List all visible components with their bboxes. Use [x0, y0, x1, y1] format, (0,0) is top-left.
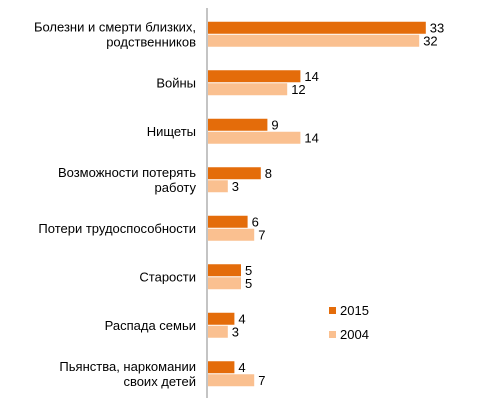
category-label-line: Пьянства, наркомании	[59, 359, 196, 374]
legend-label-2004: 2004	[340, 327, 369, 342]
bar-2004	[208, 131, 301, 144]
category-label: Потери трудоспособности	[38, 221, 196, 236]
category-label-line: Нищеты	[147, 124, 196, 139]
value-label-2015: 5	[245, 263, 252, 278]
value-label-2015: 14	[304, 69, 318, 84]
bar-2015	[208, 118, 268, 131]
category-label-line: Болезни и смерти близких,	[34, 19, 196, 34]
category-label-line: Распада семьи	[105, 318, 196, 333]
category-label-line: Возможности потерять	[58, 165, 196, 180]
category-label-line: Потери трудоспособности	[38, 221, 196, 236]
bars	[208, 21, 426, 387]
bar-2004	[208, 83, 288, 96]
bar-2015	[208, 361, 235, 374]
legend-swatch-2015	[329, 307, 336, 314]
value-label-2004: 3	[232, 179, 239, 194]
bar-2004	[208, 277, 241, 290]
category-label-line: Старости	[139, 269, 196, 284]
value-label-2004: 32	[423, 33, 437, 48]
value-label-2004: 7	[258, 373, 265, 388]
value-label-2015: 4	[238, 360, 245, 375]
bar-2015	[208, 264, 241, 277]
value-label-2004: 5	[245, 276, 252, 291]
category-label-line: своих детей	[123, 374, 196, 389]
bar-2004	[208, 325, 228, 338]
value-label-2004: 14	[304, 130, 318, 145]
category-label-line: родственников	[106, 34, 196, 49]
bar-2015	[208, 167, 261, 180]
bar-2004	[208, 34, 420, 47]
value-label-2004: 12	[291, 82, 305, 97]
category-label: Нищеты	[147, 124, 196, 139]
category-label-line: Войны	[156, 75, 196, 90]
category-label: Старости	[139, 269, 196, 284]
category-label: Войны	[156, 75, 196, 90]
legend: 2015 2004	[329, 303, 369, 342]
value-label-2015: 9	[271, 117, 278, 132]
bar-2015	[208, 70, 301, 83]
legend-label-2015: 2015	[340, 303, 369, 318]
value-label-2015: 4	[238, 311, 245, 326]
bar-2015	[208, 21, 426, 34]
category-label: Возможности потерять работу	[58, 165, 197, 195]
bar-2015	[208, 312, 235, 325]
category-labels: Болезни и смерти близких, родственников Во…	[34, 19, 197, 389]
value-label-2015: 8	[265, 166, 272, 181]
value-label-2015: 33	[430, 20, 444, 35]
value-label-2004: 7	[258, 227, 265, 242]
bar-2004	[208, 228, 255, 241]
legend-swatch-2004	[329, 331, 336, 338]
bar-2004	[208, 180, 228, 193]
category-label: Пьянства, наркомании своих детей	[59, 359, 196, 389]
category-label: Болезни и смерти близких, родственников	[34, 19, 196, 49]
value-label-2004: 3	[232, 324, 239, 339]
bar-2015	[208, 215, 248, 228]
bar-2004	[208, 374, 255, 387]
value-label-2015: 6	[252, 214, 259, 229]
category-label-line: работу	[155, 180, 197, 195]
category-label: Распада семьи	[105, 318, 196, 333]
